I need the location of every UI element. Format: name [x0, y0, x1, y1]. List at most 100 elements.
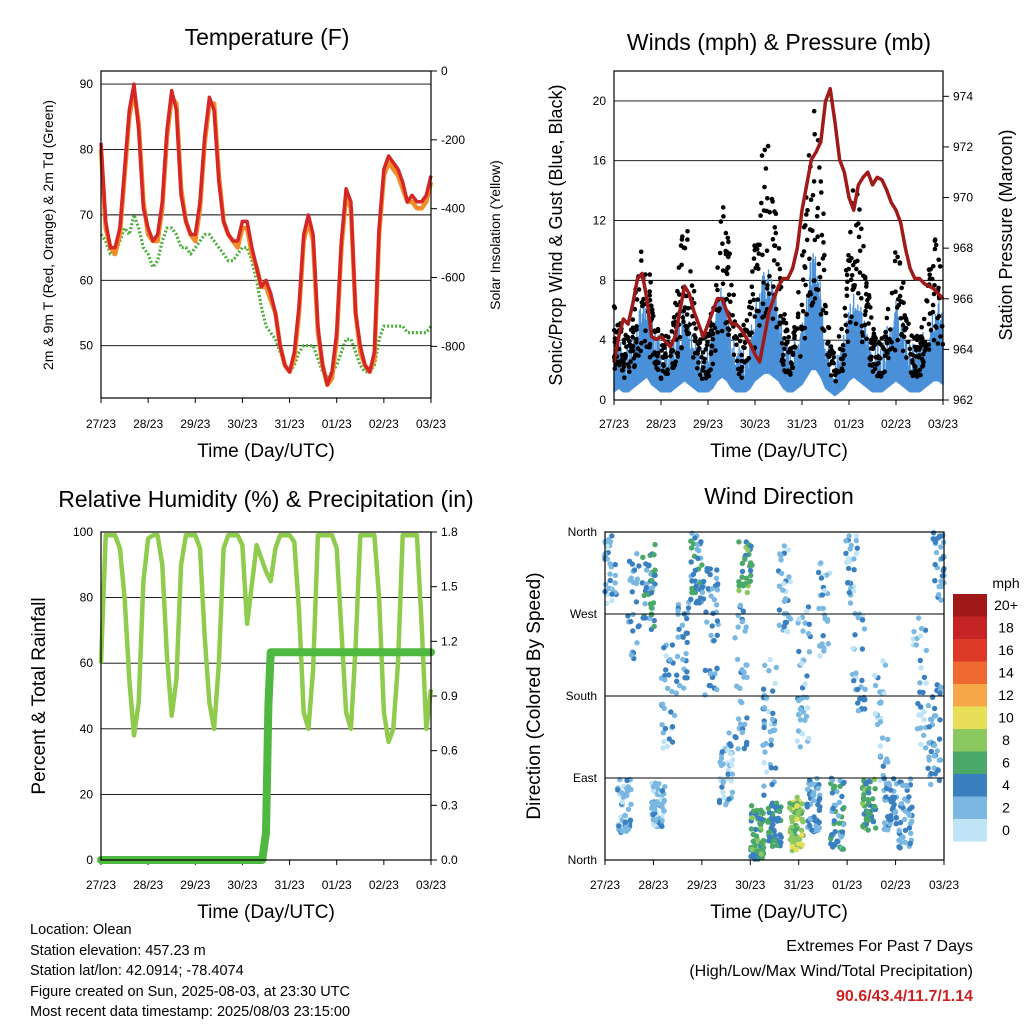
gust-point — [723, 230, 729, 236]
gust-point — [850, 188, 856, 193]
x-tick: 29/23 — [693, 417, 723, 431]
gust-point — [728, 299, 733, 305]
direction-point — [717, 759, 723, 765]
direction-point — [781, 623, 787, 630]
direction-point — [627, 817, 634, 824]
gust-point — [800, 253, 805, 258]
gust-point — [679, 262, 684, 268]
direction-point — [907, 806, 913, 812]
series-line-2m-t — [99, 82, 433, 387]
gust-point — [742, 340, 748, 346]
gust-point — [899, 285, 904, 291]
direction-point — [817, 643, 823, 649]
direction-point — [921, 708, 927, 715]
direction-point — [669, 739, 676, 745]
gust-point — [936, 314, 942, 319]
direction-point — [831, 818, 837, 824]
direction-point — [619, 799, 626, 805]
gust-point — [673, 359, 678, 365]
gust-point — [789, 365, 795, 371]
gust-point — [727, 251, 732, 256]
precip-tick-0.9: 0.9 — [441, 689, 458, 703]
gust-point — [789, 361, 794, 367]
gust-point — [939, 324, 945, 329]
direction-point — [739, 560, 746, 567]
gust-point — [751, 297, 757, 303]
direction-point — [817, 796, 823, 802]
direction-point — [696, 600, 702, 606]
gust-point — [678, 243, 684, 248]
direction-point — [865, 827, 871, 833]
direction-point — [692, 567, 699, 573]
direction-point — [843, 538, 849, 544]
gust-point — [770, 316, 776, 322]
direction-point — [921, 717, 927, 723]
direction-point — [857, 696, 863, 702]
gust-point — [647, 289, 652, 294]
gust-point — [871, 331, 877, 337]
direction-point — [766, 668, 772, 674]
x-tick: 30/23 — [735, 878, 765, 892]
direction-point — [897, 845, 903, 851]
gust-point — [771, 258, 777, 263]
gust-point — [857, 270, 863, 275]
direction-point — [906, 825, 913, 831]
direction-point — [799, 660, 805, 666]
direction-point — [914, 726, 921, 732]
direction-point — [781, 543, 787, 549]
gust-point — [848, 320, 853, 325]
gust-point — [720, 281, 726, 287]
gust-point — [810, 193, 816, 198]
direction-point — [651, 552, 657, 558]
direction-point — [795, 712, 802, 718]
direction-point — [926, 754, 932, 760]
direction-point — [748, 572, 754, 579]
gust-point — [884, 315, 890, 321]
gust-point — [635, 346, 641, 351]
winds-panel: Winds (mph) & Pressure (mb) 0 4 8 12 16 … — [546, 29, 1016, 462]
gust-point — [761, 314, 767, 319]
direction-point — [872, 711, 878, 717]
gust-point — [877, 356, 883, 361]
direction-point — [674, 672, 680, 678]
gust-point — [682, 245, 688, 251]
gust-point — [846, 253, 851, 258]
direction-point — [692, 535, 698, 541]
direction-point — [619, 828, 625, 834]
gust-point — [620, 367, 626, 373]
direction-point — [859, 617, 866, 623]
direction-point — [872, 682, 879, 689]
direction-point — [624, 792, 630, 799]
gust-point — [757, 323, 762, 328]
solar-right-ticks: -800 -600 -400 -200 0 — [441, 64, 465, 353]
direction-point — [898, 801, 905, 807]
gust-point — [849, 255, 854, 261]
direction-point — [652, 780, 659, 787]
direction-point — [661, 705, 667, 712]
direction-point — [627, 577, 633, 583]
gust-point — [758, 213, 763, 218]
gust-point — [884, 348, 889, 354]
direction-point — [793, 847, 799, 853]
gust-point — [774, 324, 779, 330]
direction-point — [866, 811, 872, 817]
direction-point — [938, 544, 944, 550]
direction-point — [768, 737, 774, 743]
direction-point — [725, 747, 731, 753]
gust-point — [833, 372, 838, 378]
gust-point — [857, 207, 862, 212]
gust-point — [781, 358, 786, 363]
rh-tick-20: 20 — [80, 787, 94, 801]
direction-point — [830, 785, 837, 791]
direction-point — [676, 626, 682, 632]
gust-point — [715, 330, 720, 335]
direction-point — [609, 597, 615, 604]
direction-point — [773, 800, 780, 806]
direction-point — [828, 841, 834, 847]
direction-point — [726, 730, 732, 736]
gust-point — [632, 306, 638, 312]
gust-point — [612, 305, 618, 311]
x-tick: 02/23 — [369, 878, 399, 892]
gust-point — [663, 333, 669, 339]
direction-point — [799, 731, 806, 737]
